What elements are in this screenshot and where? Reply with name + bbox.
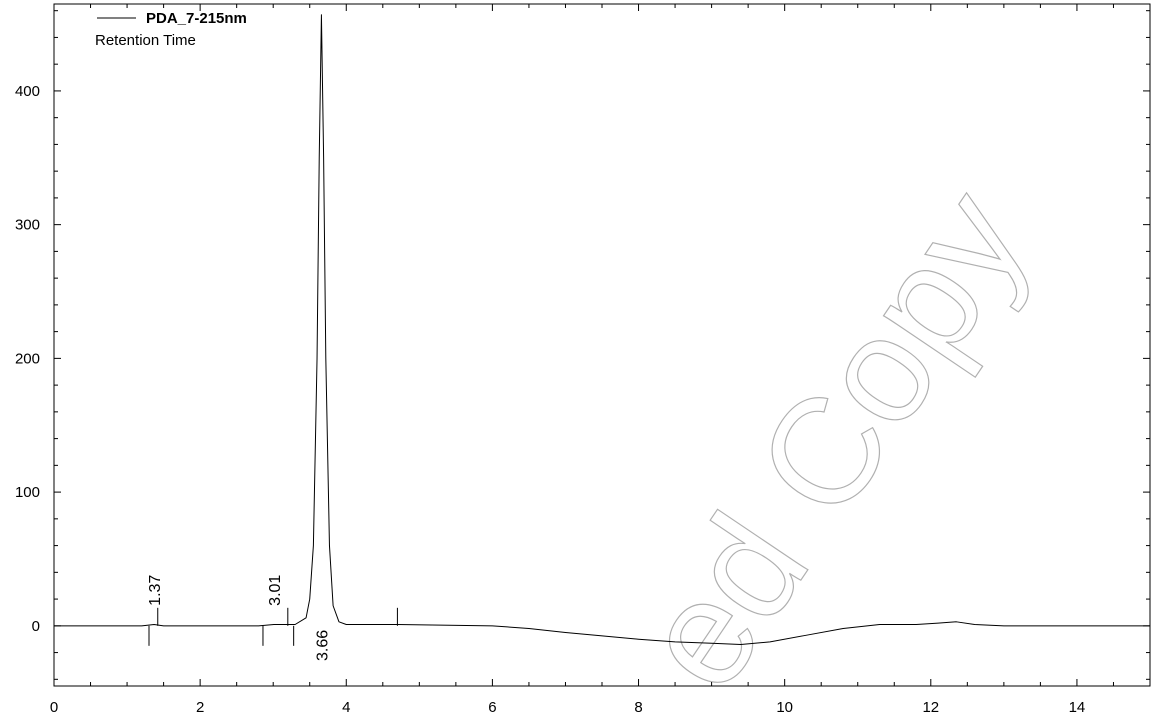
series-layer: [54, 14, 1150, 646]
y-tick-label: 0: [32, 618, 40, 635]
x-tick-label: 12: [922, 699, 939, 716]
x-tick-label: 10: [776, 699, 793, 716]
x-tick-label: 2: [196, 699, 204, 716]
peak-label: 1.37: [147, 575, 164, 606]
y-tick-label: 300: [15, 217, 40, 234]
legend-series-name: PDA_7-215nm: [146, 10, 247, 27]
x-tick-label: 8: [634, 699, 642, 716]
x-tick-label: 0: [50, 699, 58, 716]
legend-subtitle: Retention Time: [95, 32, 196, 49]
y-tick-label: 200: [15, 350, 40, 367]
peak-label: 3.66: [314, 630, 331, 661]
y-tick-label: 100: [15, 484, 40, 501]
watermark: ed Copy: [607, 160, 1060, 718]
integration-marks: [148, 607, 398, 646]
tick-marks: 0 2 4 6 8 10 12 14 0 100 200 300 400: [15, 4, 1151, 716]
y-tick-label: 400: [15, 83, 40, 100]
legend: PDA_7-215nm Retention Time: [95, 10, 247, 49]
series-line-0: [54, 14, 1150, 646]
x-tick-label: 6: [488, 699, 496, 716]
x-tick-label: 14: [1069, 699, 1086, 716]
peak-label: 3.01: [267, 575, 284, 606]
watermark-text: ed Copy: [607, 161, 1059, 718]
peak-labels: 1.37 3.01 3.66: [147, 575, 331, 661]
x-tick-label: 4: [342, 699, 350, 716]
